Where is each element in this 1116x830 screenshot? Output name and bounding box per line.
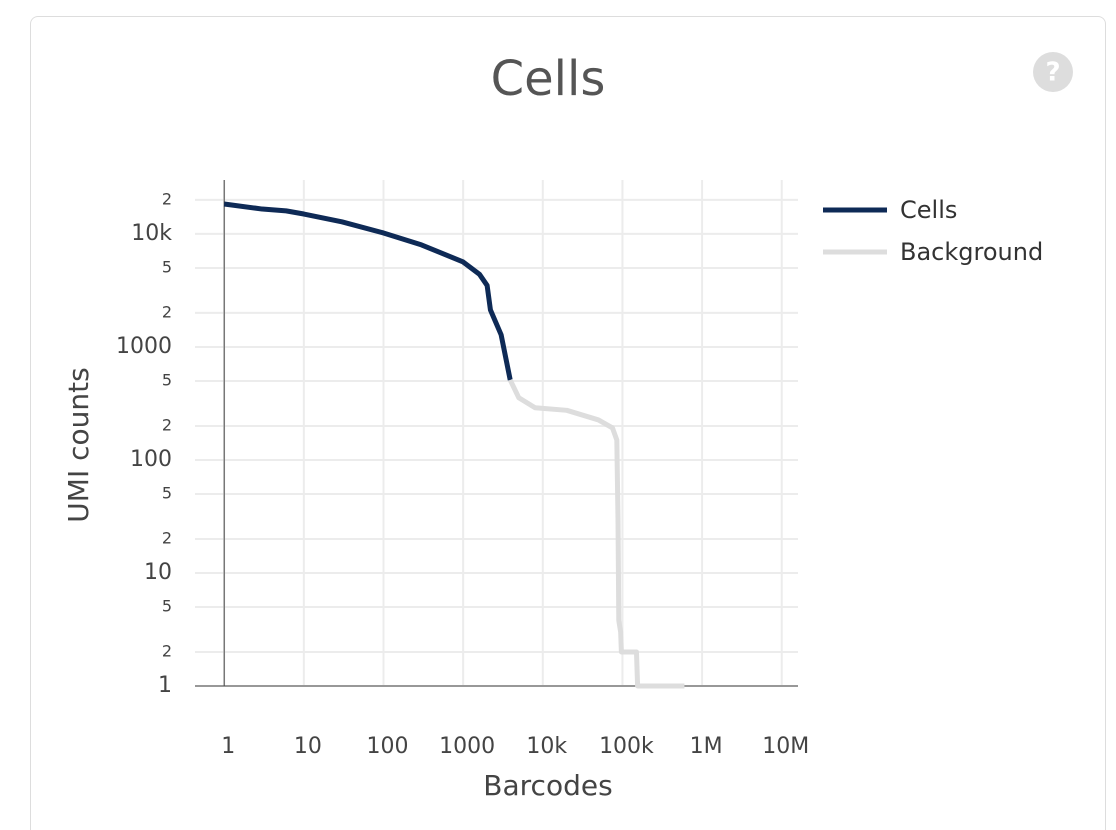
y-tick-label: 2 xyxy=(162,302,172,321)
chart-title: Cells xyxy=(491,51,606,107)
y-tick-label: 1 xyxy=(158,673,172,698)
series-line xyxy=(507,378,685,689)
y-tick-label: 5 xyxy=(162,597,172,616)
help-icon[interactable] xyxy=(1033,52,1073,92)
y-tick-label: 2 xyxy=(162,189,172,208)
y-axis-title: UMI counts xyxy=(62,367,95,522)
y-tick-label: 100 xyxy=(130,447,172,472)
legend-label: Cells xyxy=(900,196,957,224)
x-tick-label: 10M xyxy=(762,734,809,759)
y-tick-label: 5 xyxy=(162,370,172,389)
x-tick-label: 100k xyxy=(599,734,654,759)
y-tick-label: 10 xyxy=(144,560,172,585)
x-tick-label: 1M xyxy=(690,734,723,759)
x-tick-label: 1000 xyxy=(439,734,495,759)
y-tick-label: 10k xyxy=(131,221,172,246)
x-tick-label: 10 xyxy=(294,734,322,759)
help-icon-glyph[interactable]: ? xyxy=(1045,58,1060,88)
legend-label: Background xyxy=(900,238,1043,266)
card xyxy=(30,16,1106,830)
x-tick-label: 100 xyxy=(366,734,408,759)
series-line xyxy=(223,201,513,381)
x-axis-title: Barcodes xyxy=(483,769,612,802)
y-tick-label: 2 xyxy=(162,641,172,660)
y-tick-label: 2 xyxy=(162,528,172,547)
y-tick-label: 5 xyxy=(162,257,172,276)
y-tick-label: 5 xyxy=(162,483,172,502)
x-tick-label: 1 xyxy=(221,734,235,759)
y-tick-label: 1000 xyxy=(116,334,172,359)
x-tick-label: 10k xyxy=(526,734,567,759)
y-tick-label: 2 xyxy=(162,415,172,434)
